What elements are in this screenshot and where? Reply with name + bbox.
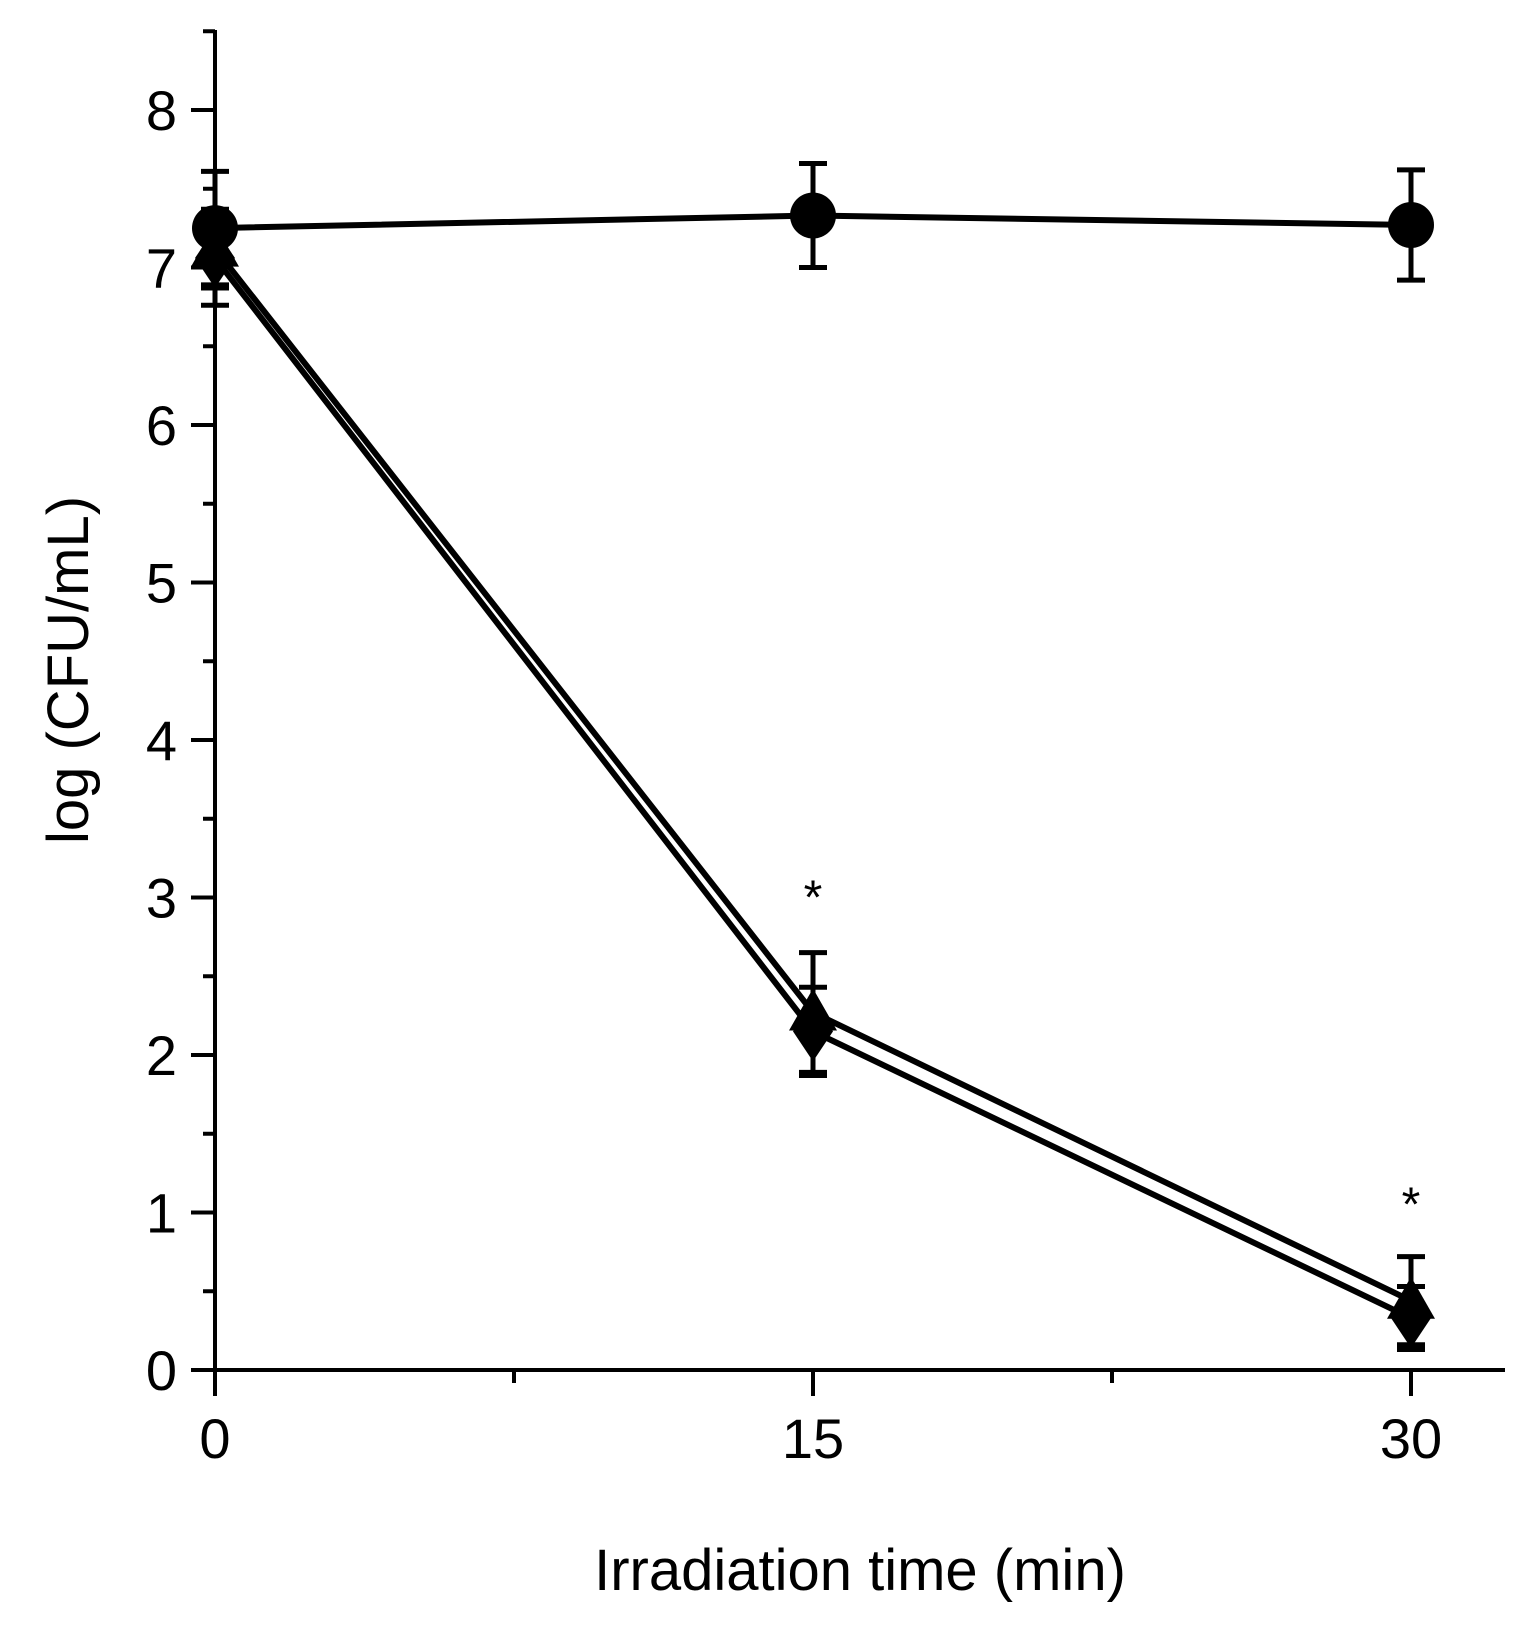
circle-marker (790, 192, 836, 239)
y-tick-label: 7 (146, 237, 177, 300)
series-line-diamond (212, 256, 1413, 1321)
series-line-triangle (212, 246, 1413, 1304)
series-lines (212, 212, 1413, 1321)
y-tick-label: 2 (146, 1024, 177, 1087)
diamond-marker (195, 228, 235, 289)
diamond-marker (793, 1001, 833, 1062)
x-tick-label: 15 (782, 1407, 844, 1470)
y-tick-label: 3 (146, 867, 177, 930)
y-tick-label: 1 (146, 1182, 177, 1245)
error-bars (201, 161, 1425, 1353)
data-markers (191, 192, 1435, 1349)
x-tick-label: 30 (1380, 1407, 1442, 1470)
y-tick-label: 6 (146, 394, 177, 457)
y-tick-label: 4 (146, 709, 177, 772)
y-tick-label: 0 (146, 1339, 177, 1402)
x-tick-label: 0 (199, 1407, 230, 1470)
y-tick-label: 5 (146, 552, 177, 615)
significance-asterisk: * (804, 872, 823, 925)
y-axis-title: log (CFU/mL) (36, 496, 101, 844)
axes (191, 29, 1505, 1396)
labels: 0 1 2 3 4 5 6 7 8 0 15 30 Irradiation time (min) log … (36, 79, 1442, 1603)
circle-marker (1388, 201, 1434, 248)
diamond-marker (1391, 1288, 1431, 1349)
x-axis-title: Irradiation time (min) (594, 1538, 1126, 1603)
significance-asterisk: * (1402, 1179, 1421, 1232)
y-tick-label: 8 (146, 79, 177, 142)
